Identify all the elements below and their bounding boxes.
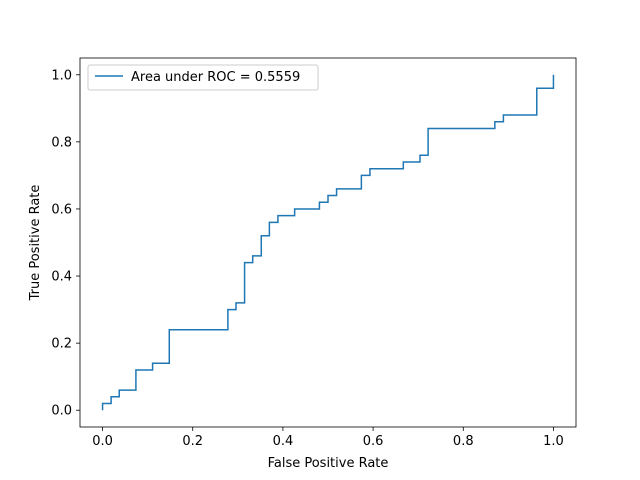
y-tick-label: 0.4: [51, 270, 72, 285]
axes-frame: [79, 57, 577, 428]
x-tick-label: 0.6: [363, 434, 384, 449]
legend-label: Area under ROC = 0.5559: [131, 70, 300, 85]
x-tick-label: 0.2: [182, 434, 203, 449]
x-tick-label: 0.8: [453, 434, 474, 449]
y-axis-ticks: 0.0 0.2 0.4 0.6 0.8 1.0: [51, 68, 80, 419]
x-axis-ticks: 0.0 0.2 0.4 0.6 0.8 1.0: [92, 427, 564, 449]
y-tick-label: 0.0: [51, 404, 72, 419]
y-tick-label: 0.6: [51, 202, 72, 217]
x-axis-label: False Positive Rate: [268, 456, 389, 471]
legend: Area under ROC = 0.5559: [87, 64, 319, 91]
y-axis-label: True Positive Rate: [28, 185, 43, 302]
x-tick-label: 1.0: [543, 434, 564, 449]
roc-curve-line: [101, 74, 555, 411]
x-tick-label: 0.0: [92, 434, 113, 449]
legend-box: [87, 64, 319, 91]
y-tick-label: 0.8: [51, 135, 72, 150]
y-tick-label: 0.2: [51, 337, 72, 352]
x-tick-label: 0.4: [273, 434, 294, 449]
y-tick-label: 1.0: [51, 68, 72, 83]
